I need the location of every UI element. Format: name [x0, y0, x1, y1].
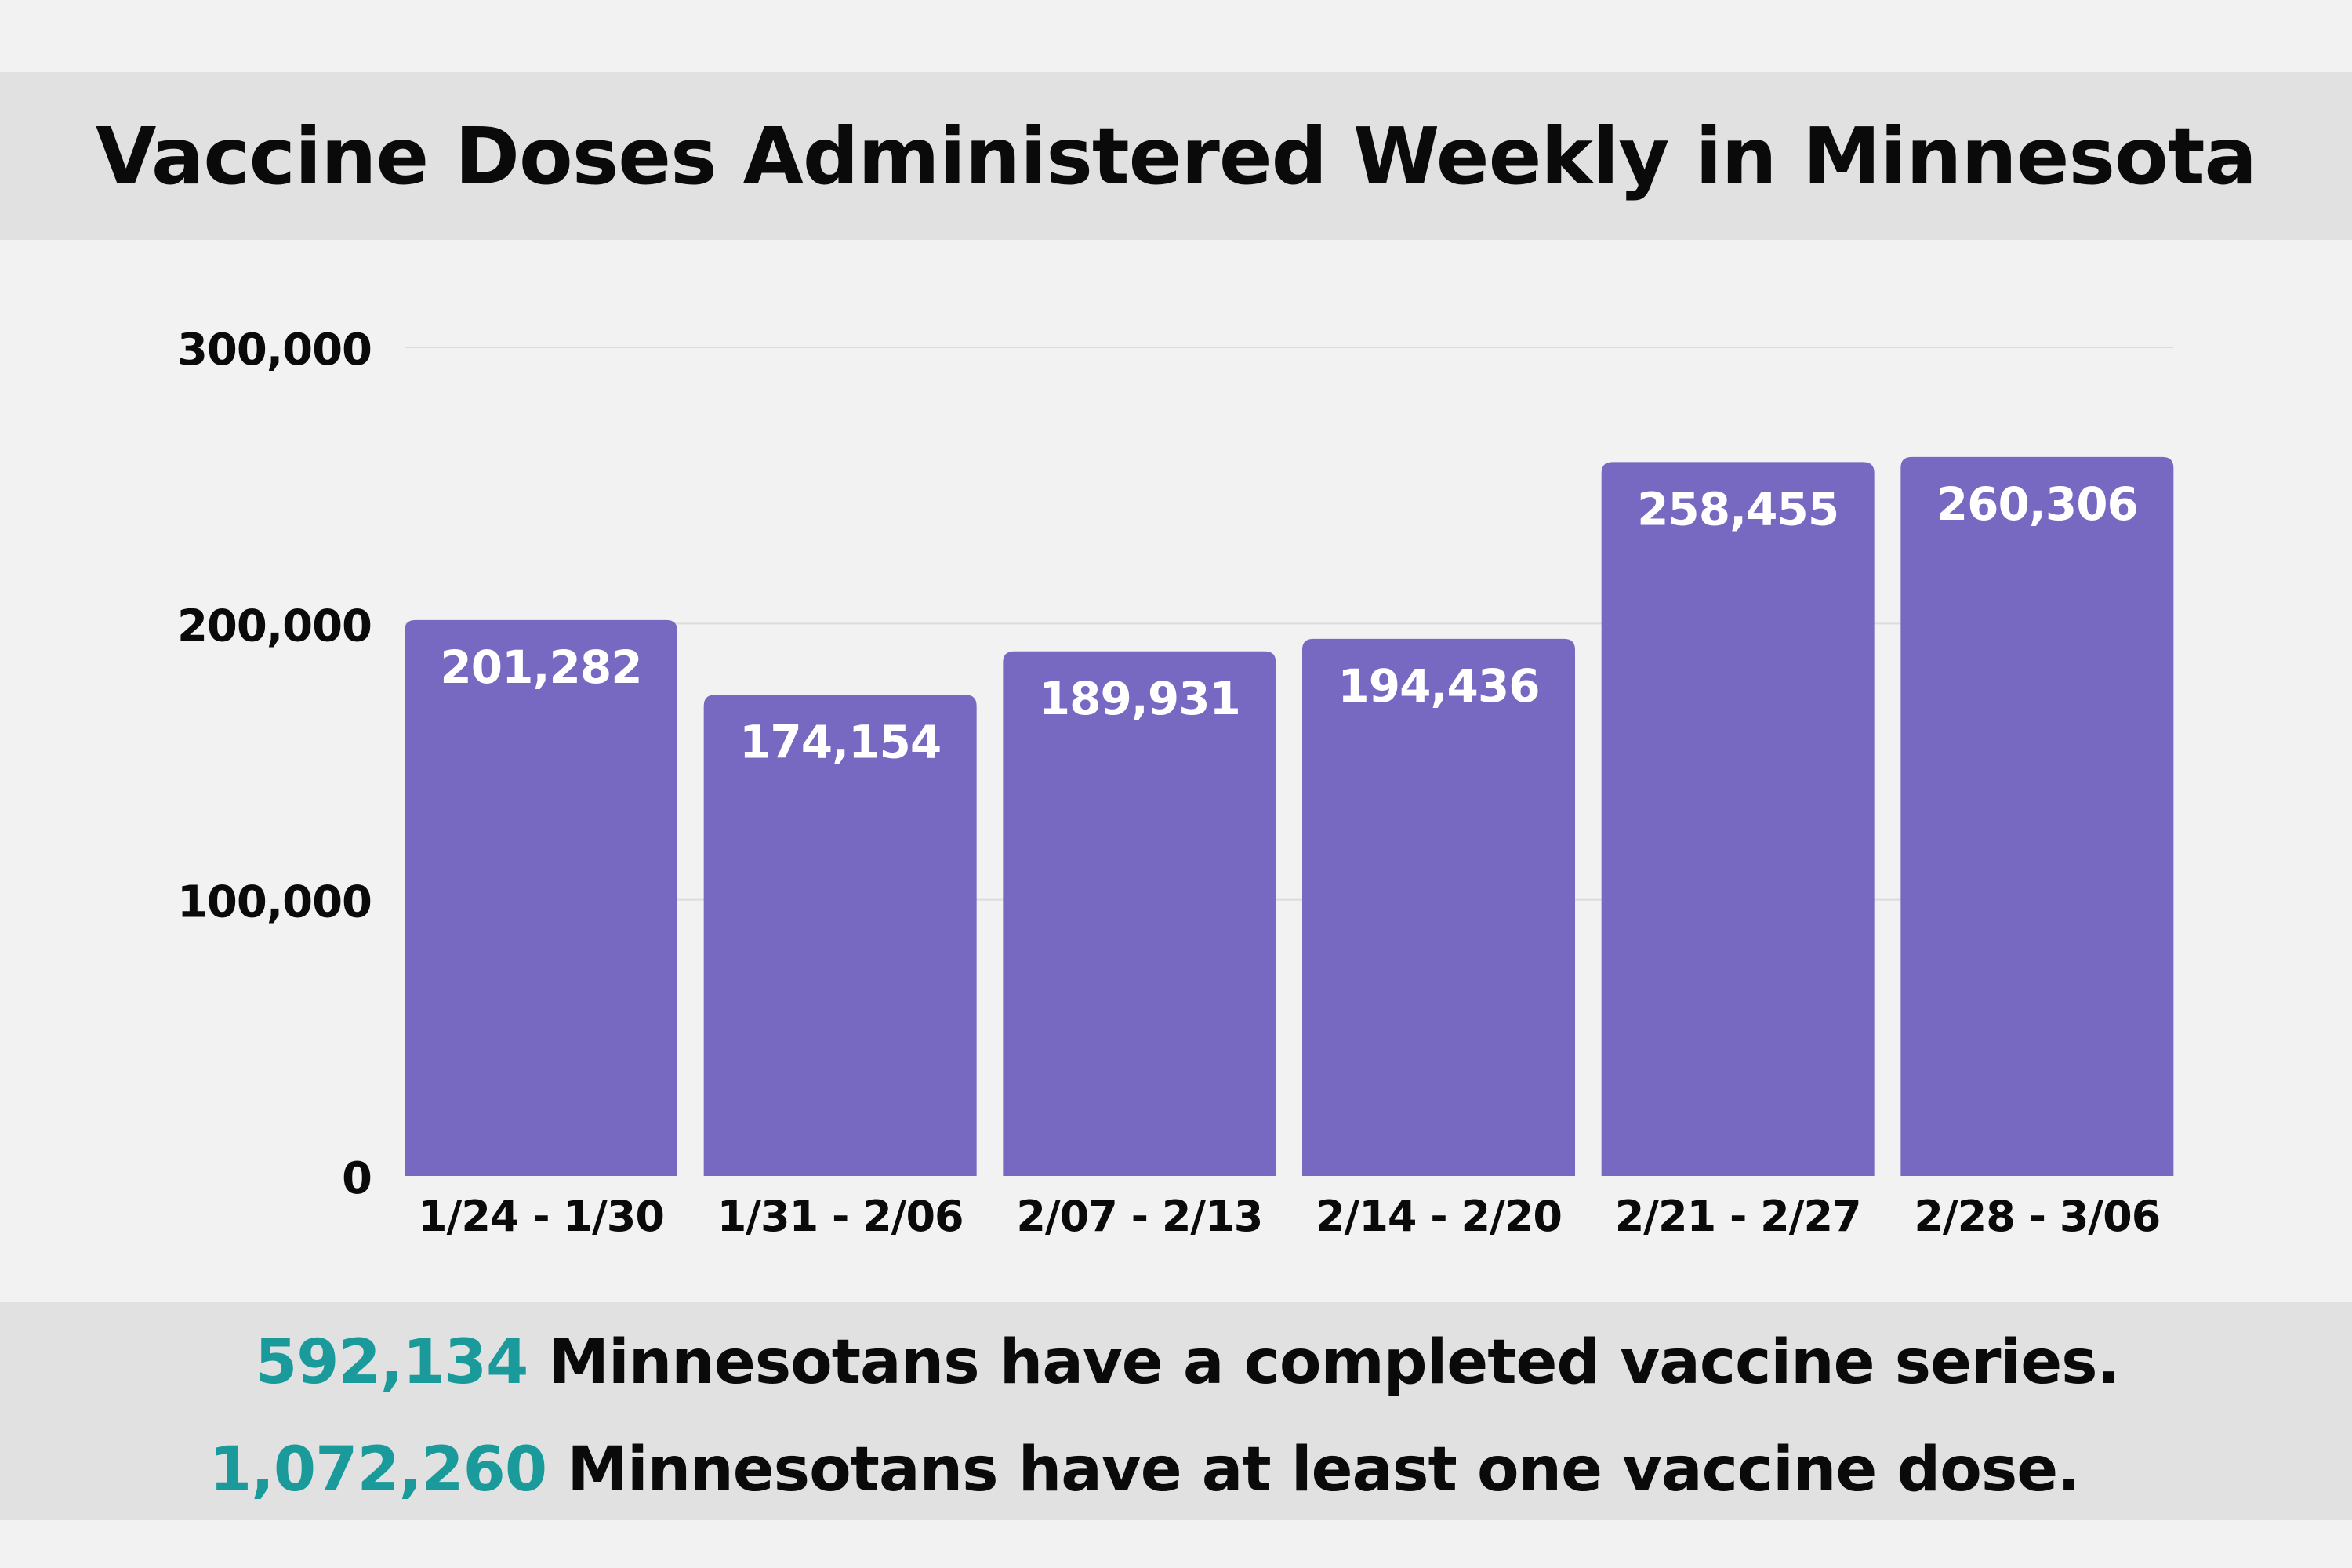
- x-tick-label: 1/24 - 1/30: [418, 1192, 664, 1241]
- one-dose-text: Minnesotans have at least one vaccine do…: [567, 1435, 2080, 1505]
- one-dose-stat: 1,072,260 Minnesotans have at least one …: [209, 1435, 2081, 1505]
- bar-chart: 0 100,000 200,000 300,000 201,282 1/24 - 1/30…: [177, 325, 2174, 1241]
- one-dose-number: 1,072,260: [209, 1435, 547, 1505]
- y-tick-label: 0: [342, 1153, 372, 1204]
- bar: [1601, 462, 1875, 1176]
- bar-value-label: 194,436: [1338, 659, 1539, 713]
- y-tick-label: 300,000: [177, 325, 372, 376]
- bar: [1302, 638, 1575, 1176]
- bar: [405, 619, 677, 1176]
- x-tick-label: 2/21 - 2/27: [1615, 1192, 1861, 1241]
- bar-value-label: 258,455: [1637, 482, 1838, 535]
- bar: [1900, 456, 2174, 1176]
- y-tick-label: 200,000: [177, 601, 372, 652]
- x-tick-label: 2/28 - 3/06: [1914, 1192, 2160, 1241]
- chart-title: Vaccine Doses Administered Weekly in Min…: [95, 110, 2257, 202]
- completed-series-number: 592,134: [255, 1327, 528, 1398]
- title-band: Vaccine Doses Administered Weekly in Min…: [0, 72, 2352, 240]
- stats-band: [0, 1302, 2352, 1520]
- x-tick-label: 1/31 - 2/06: [717, 1192, 964, 1241]
- completed-series-text: Minnesotans have a completed vaccine ser…: [548, 1327, 2120, 1398]
- completed-series-stat: 592,134 Minnesotans have a completed vac…: [255, 1327, 2120, 1398]
- bar: [1003, 651, 1276, 1176]
- bar-value-label: 201,282: [440, 641, 641, 694]
- x-tick-label: 2/07 - 2/13: [1016, 1192, 1262, 1241]
- bar: [703, 695, 977, 1176]
- y-tick-label: 100,000: [177, 877, 372, 928]
- bar-value-label: 189,931: [1039, 672, 1240, 725]
- bar-value-label: 174,154: [739, 715, 941, 768]
- bar-value-label: 260,306: [1936, 477, 2138, 531]
- x-tick-label: 2/14 - 2/20: [1316, 1192, 1562, 1241]
